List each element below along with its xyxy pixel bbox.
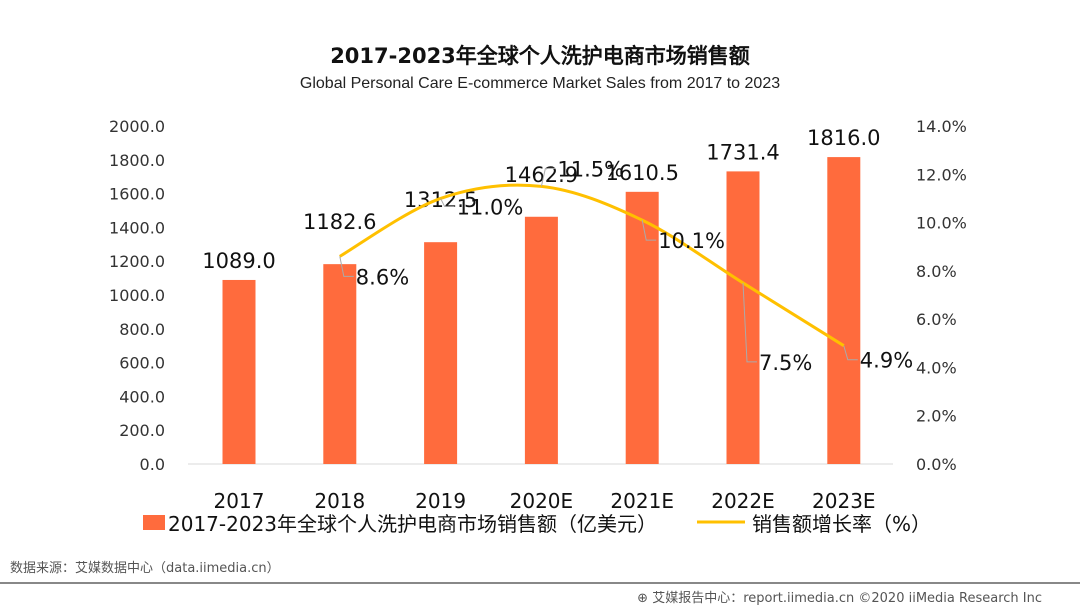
bar — [625, 191, 659, 464]
chart: 0.0 200.0 400.0 600.0 800.0 1000.0 1200.0 1400.… — [109, 117, 967, 536]
legend-line-label: 销售额增长率（%） — [752, 512, 931, 536]
line-value-label: 7.5% — [759, 351, 812, 375]
chart-subtitle: Global Personal Care E-commerce Market S… — [299, 75, 781, 92]
legend-bar-swatch — [143, 515, 165, 530]
leader-line — [339, 256, 354, 277]
line-value-label: 11.5% — [557, 157, 624, 181]
leader-line — [440, 198, 455, 207]
bar-value-label: 1816.0 — [807, 126, 880, 150]
y2-tick-label: 2.0% — [916, 407, 957, 426]
y-tick-label: 800.0 — [119, 320, 165, 339]
line-value-label: 4.9% — [860, 349, 913, 373]
bar — [424, 242, 458, 464]
x-tick-label: 2017 — [214, 489, 265, 513]
y2-tick-label: 12.0% — [916, 165, 967, 184]
line-value-label: 10.1% — [658, 229, 725, 253]
bar-value-label: 1731.4 — [706, 140, 779, 164]
bar — [323, 264, 357, 464]
globe-icon: ⊕ — [637, 591, 653, 606]
y-tick-label: 200.0 — [119, 421, 165, 440]
divider — [0, 582, 1080, 584]
x-tick-label: 2020E — [510, 489, 574, 513]
line-value-label: 8.6% — [356, 265, 409, 289]
bar — [726, 171, 760, 464]
y-tick-label: 600.0 — [119, 354, 165, 373]
y2-tick-label: 4.0% — [916, 358, 957, 377]
y-tick-label: 2000.0 — [109, 117, 165, 136]
bar-value-label: 1182.6 — [303, 210, 376, 234]
y-tick-label: 1400.0 — [109, 218, 165, 237]
x-tick-label: 2021E — [610, 489, 674, 513]
footer: ⊕ 艾媒报告中心：report.iimedia.cn ©2020 iiMedia… — [637, 587, 1042, 606]
x-tick-label: 2022E — [711, 489, 775, 513]
y-tick-label: 400.0 — [119, 387, 165, 406]
y-tick-label: 1600.0 — [109, 185, 165, 204]
bar — [524, 216, 558, 464]
chart-title: 2017-2023年全球个人洗护电商市场销售额 — [330, 44, 750, 68]
bar — [222, 279, 256, 464]
y2-tick-label: 8.0% — [916, 262, 957, 281]
data-source: 数据来源：艾媒数据中心（data.iimedia.cn） — [10, 561, 280, 576]
x-tick-label: 2018 — [314, 489, 365, 513]
bar-value-label: 1610.5 — [605, 161, 678, 185]
bar-value-label: 1462.9 — [505, 163, 578, 187]
leader-line — [641, 220, 657, 241]
bar-value-label: 1089.0 — [202, 249, 275, 273]
legend-bar-label: 2017-2023年全球个人洗护电商市场销售额（亿美元） — [168, 512, 657, 536]
y2-tick-label: 14.0% — [916, 117, 967, 136]
y-tick-label: 0.0 — [140, 455, 165, 474]
y2-tick-label: 10.0% — [916, 214, 967, 233]
y-tick-label: 1800.0 — [109, 151, 165, 170]
leader-line — [742, 282, 757, 363]
growth-line — [339, 183, 845, 347]
leader-line — [540, 167, 556, 187]
y2-tick-label: 6.0% — [916, 310, 957, 329]
x-tick-label: 2019 — [415, 489, 466, 513]
line-value-label: 11.0% — [457, 195, 524, 219]
y-tick-label: 1200.0 — [109, 252, 165, 271]
leader-line — [843, 345, 858, 361]
y-tick-label: 1000.0 — [109, 286, 165, 305]
y2-tick-label: 0.0% — [916, 455, 957, 474]
footer-text: 艾媒报告中心：report.iimedia.cn ©2020 iiMedia R… — [652, 591, 1042, 606]
bar — [827, 157, 861, 464]
x-tick-label: 2023E — [812, 489, 876, 513]
